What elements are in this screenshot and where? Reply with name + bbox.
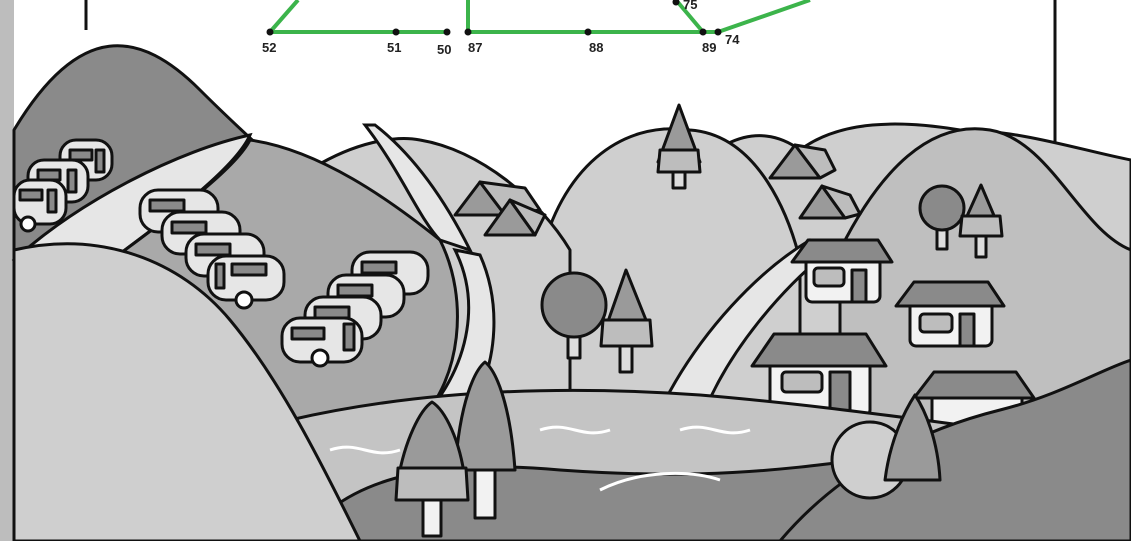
house xyxy=(750,332,888,418)
dot-51[interactable]: 51 xyxy=(387,28,401,56)
pine-tree xyxy=(394,400,470,538)
svg-text:88: 88 xyxy=(589,40,603,55)
svg-text:89: 89 xyxy=(702,40,716,55)
svg-text:51: 51 xyxy=(387,40,401,55)
dot-75[interactable]: 75 xyxy=(672,0,698,12)
pine-tree xyxy=(656,103,702,190)
round-tree xyxy=(540,271,608,360)
svg-text:50: 50 xyxy=(437,42,451,57)
pine-tree xyxy=(883,393,942,482)
tents xyxy=(453,143,862,237)
pine-tree xyxy=(453,360,517,520)
caravan xyxy=(12,178,68,233)
dot-87[interactable]: 87 xyxy=(464,28,483,56)
trees xyxy=(540,103,1004,374)
dot-52[interactable]: 52 xyxy=(262,28,276,56)
dot-50[interactable]: 50 xyxy=(437,28,451,58)
caravan xyxy=(280,316,364,368)
foreground-hills xyxy=(12,242,1131,541)
round-tree xyxy=(918,184,966,251)
dot-88[interactable]: 88 xyxy=(584,28,604,56)
hill-path xyxy=(361,123,473,253)
svg-text:52: 52 xyxy=(262,40,276,55)
pine-tree xyxy=(599,268,654,374)
caravan xyxy=(206,254,286,310)
svg-text:74: 74 xyxy=(725,32,740,47)
svg-text:75: 75 xyxy=(683,0,697,12)
house xyxy=(894,280,1006,348)
dot-89[interactable]: 89 xyxy=(699,28,717,56)
left-margin-strip xyxy=(0,0,14,541)
pine-tree xyxy=(958,183,1004,259)
connector-line xyxy=(268,0,300,34)
caravans xyxy=(12,138,430,368)
svg-text:87: 87 xyxy=(468,40,482,55)
dot-to-dot-path: 52 51 50 87 88 89 74 75 xyxy=(262,0,811,58)
dot-74[interactable]: 74 xyxy=(714,28,741,48)
connector-line xyxy=(674,0,705,34)
house xyxy=(790,238,894,304)
